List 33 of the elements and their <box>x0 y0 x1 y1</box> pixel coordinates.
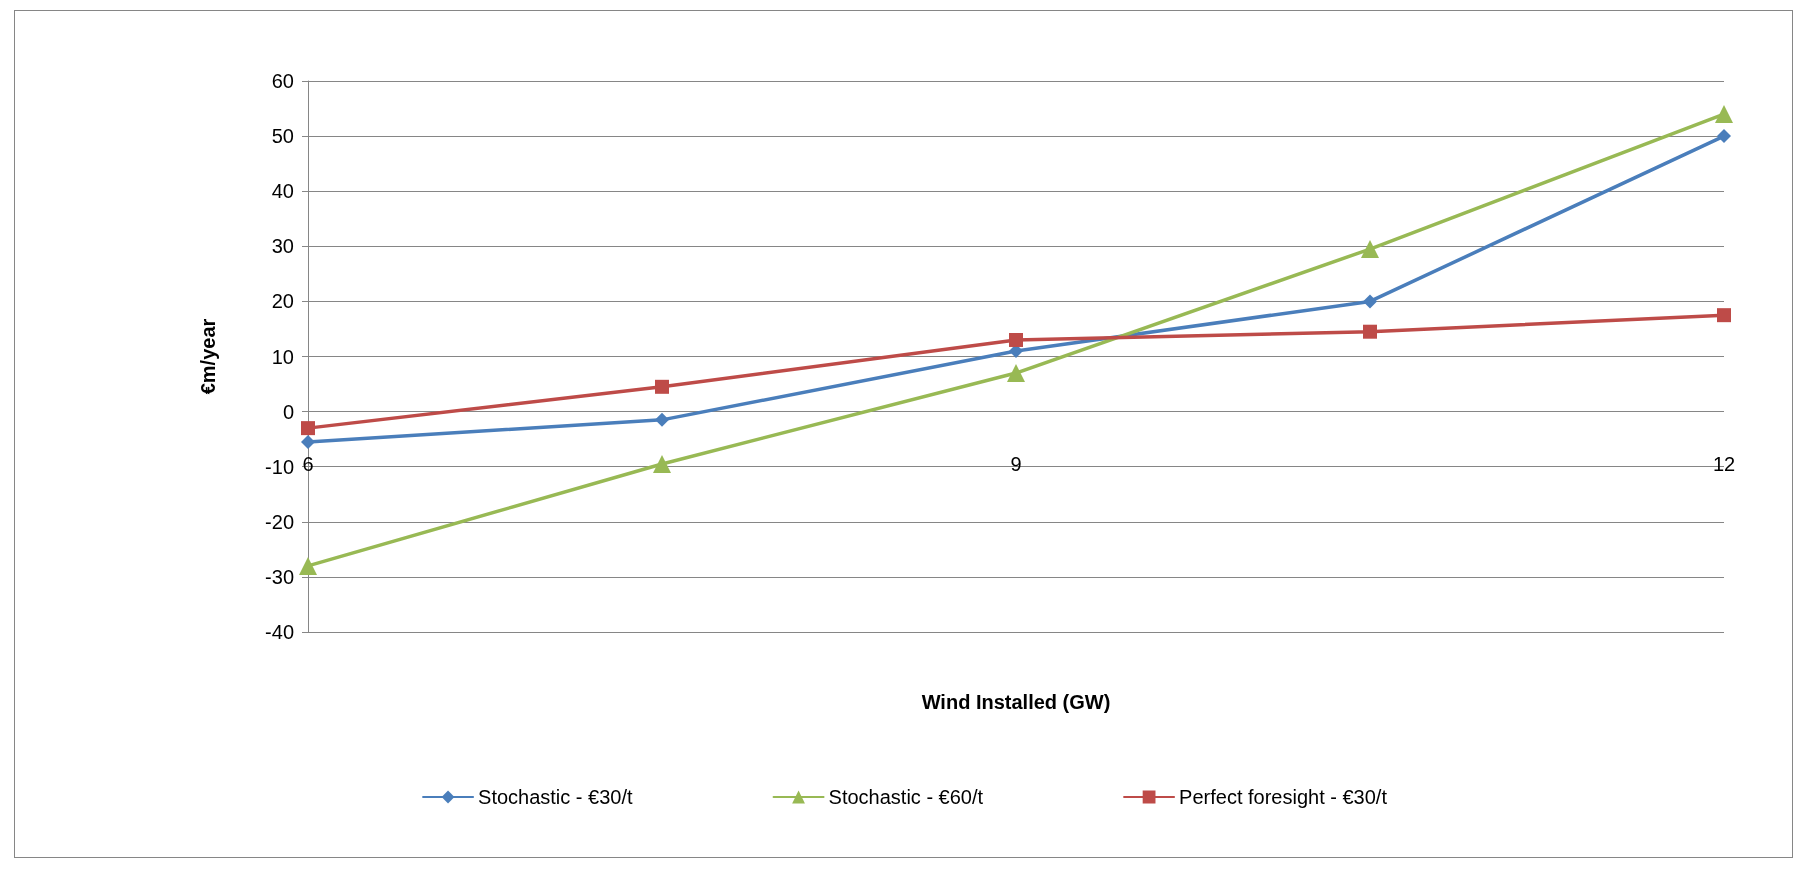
point <box>301 421 315 436</box>
y-tick-label: 60 <box>271 70 294 92</box>
point <box>1717 308 1731 323</box>
x-tick-label: 6 <box>302 452 314 475</box>
legend-label: Perfect foresight - €30/t <box>1179 786 1388 808</box>
point <box>653 454 671 473</box>
y-tick-label: 50 <box>271 125 294 148</box>
y-tick-label: 20 <box>271 290 294 313</box>
point <box>1361 240 1379 259</box>
y-tick-label: 40 <box>271 180 294 203</box>
point <box>1009 332 1023 347</box>
y-tick-label: -30 <box>265 565 294 588</box>
x-tick-label: 9 <box>1010 452 1022 475</box>
y-tick-label: 0 <box>282 400 294 423</box>
point <box>1007 364 1025 383</box>
y-tick-label: 30 <box>271 235 294 258</box>
y-tick-label: -10 <box>265 455 294 478</box>
x-axis-title: Wind Installed (GW) <box>921 691 1111 713</box>
point <box>1363 324 1377 339</box>
legend-label: Stochastic - €60/t <box>828 786 984 808</box>
point <box>1363 294 1377 309</box>
x-tick-label: 12 <box>1712 452 1736 475</box>
point <box>1717 129 1731 144</box>
y-axis-title: €m/year <box>197 318 219 395</box>
point <box>655 412 669 427</box>
point <box>655 379 669 394</box>
point <box>1715 105 1733 124</box>
y-tick-label: 10 <box>271 345 294 368</box>
legend-label: Stochastic - €30/t <box>478 786 633 808</box>
point <box>301 434 315 449</box>
point <box>299 556 317 575</box>
y-tick-label: -40 <box>265 621 294 643</box>
y-tick-label: -20 <box>265 510 294 533</box>
